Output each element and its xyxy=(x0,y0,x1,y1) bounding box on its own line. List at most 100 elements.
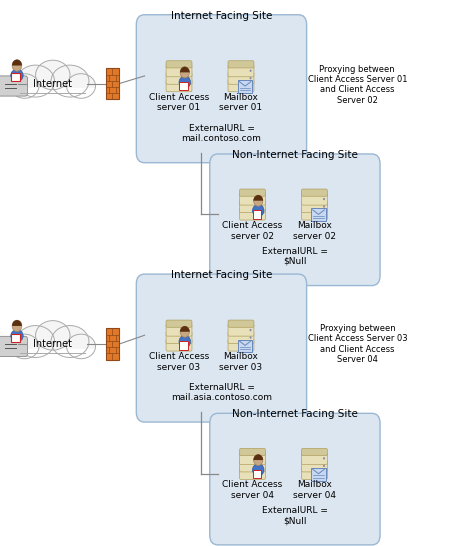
Circle shape xyxy=(261,198,263,200)
FancyBboxPatch shape xyxy=(228,331,254,343)
Ellipse shape xyxy=(51,325,89,358)
Circle shape xyxy=(12,60,22,71)
Circle shape xyxy=(323,472,325,474)
FancyBboxPatch shape xyxy=(240,200,265,212)
FancyBboxPatch shape xyxy=(228,72,254,84)
Wedge shape xyxy=(253,454,263,460)
Text: Proxying between
Client Access Server 01
and Client Access
Server 02: Proxying between Client Access Server 01… xyxy=(308,64,407,105)
FancyBboxPatch shape xyxy=(253,470,261,478)
FancyBboxPatch shape xyxy=(179,341,188,349)
Circle shape xyxy=(188,85,190,87)
Text: Internet Facing Site: Internet Facing Site xyxy=(171,11,272,21)
Circle shape xyxy=(188,329,190,331)
Circle shape xyxy=(323,205,325,207)
Text: ExternalURL =
mail.contoso.com: ExternalURL = mail.contoso.com xyxy=(181,123,262,143)
Text: ExternalURL =
$Null: ExternalURL = $Null xyxy=(262,246,328,266)
Circle shape xyxy=(323,457,325,460)
Circle shape xyxy=(250,77,252,79)
Text: Mailbox
server 01: Mailbox server 01 xyxy=(219,93,263,112)
FancyBboxPatch shape xyxy=(240,189,265,196)
FancyBboxPatch shape xyxy=(166,80,192,92)
FancyBboxPatch shape xyxy=(166,61,192,68)
FancyBboxPatch shape xyxy=(228,80,254,92)
Text: ExternalURL =
$Null: ExternalURL = $Null xyxy=(262,506,328,525)
Ellipse shape xyxy=(252,464,264,476)
Ellipse shape xyxy=(252,205,264,216)
Text: Proxying between
Client Access Server 03
and Client Access
Server 04: Proxying between Client Access Server 03… xyxy=(308,324,407,364)
Circle shape xyxy=(254,455,263,466)
FancyBboxPatch shape xyxy=(311,209,326,222)
Ellipse shape xyxy=(67,74,95,98)
Circle shape xyxy=(261,213,263,215)
FancyBboxPatch shape xyxy=(0,76,28,96)
Text: Internet: Internet xyxy=(34,339,72,349)
FancyBboxPatch shape xyxy=(302,200,327,212)
FancyBboxPatch shape xyxy=(166,72,192,84)
Ellipse shape xyxy=(36,321,70,350)
Ellipse shape xyxy=(10,334,39,359)
Text: Non-Internet Facing Site: Non-Internet Facing Site xyxy=(232,410,358,419)
Ellipse shape xyxy=(67,334,95,359)
FancyBboxPatch shape xyxy=(166,331,192,343)
FancyBboxPatch shape xyxy=(179,82,188,90)
Ellipse shape xyxy=(179,76,190,88)
Bar xyxy=(8,349,98,366)
Circle shape xyxy=(261,472,263,474)
FancyBboxPatch shape xyxy=(210,154,380,286)
Wedge shape xyxy=(180,67,190,73)
FancyBboxPatch shape xyxy=(0,336,28,357)
FancyBboxPatch shape xyxy=(166,324,192,336)
FancyBboxPatch shape xyxy=(166,64,192,77)
Circle shape xyxy=(323,198,325,200)
Text: Mailbox
server 03: Mailbox server 03 xyxy=(219,352,263,372)
Circle shape xyxy=(250,344,252,346)
FancyBboxPatch shape xyxy=(240,467,265,479)
FancyBboxPatch shape xyxy=(228,339,254,351)
Wedge shape xyxy=(253,195,263,201)
Text: Client Access
server 01: Client Access server 01 xyxy=(149,93,209,112)
FancyBboxPatch shape xyxy=(302,448,327,455)
Circle shape xyxy=(188,77,190,79)
Text: Mailbox
server 02: Mailbox server 02 xyxy=(293,221,336,241)
Ellipse shape xyxy=(17,325,55,358)
Circle shape xyxy=(188,69,190,72)
Text: ExternalURL =
mail.asia.contoso.com: ExternalURL = mail.asia.contoso.com xyxy=(171,383,272,402)
Circle shape xyxy=(180,67,190,78)
FancyBboxPatch shape xyxy=(238,340,252,353)
Text: Non-Internet Facing Site: Non-Internet Facing Site xyxy=(232,150,358,160)
Wedge shape xyxy=(12,320,22,326)
Wedge shape xyxy=(12,60,22,66)
Circle shape xyxy=(250,336,252,339)
FancyBboxPatch shape xyxy=(136,274,307,422)
FancyBboxPatch shape xyxy=(136,15,307,163)
Circle shape xyxy=(188,344,190,346)
Circle shape xyxy=(188,336,190,339)
FancyBboxPatch shape xyxy=(302,452,327,465)
FancyBboxPatch shape xyxy=(302,189,327,196)
FancyBboxPatch shape xyxy=(228,324,254,336)
Text: Client Access
server 04: Client Access server 04 xyxy=(222,480,283,500)
FancyBboxPatch shape xyxy=(302,467,327,479)
FancyBboxPatch shape xyxy=(166,320,192,327)
FancyBboxPatch shape xyxy=(302,193,327,205)
Circle shape xyxy=(261,457,263,460)
Circle shape xyxy=(323,213,325,215)
Circle shape xyxy=(180,327,190,337)
Circle shape xyxy=(250,329,252,331)
Circle shape xyxy=(261,465,263,467)
Text: Internet Facing Site: Internet Facing Site xyxy=(171,270,272,280)
Circle shape xyxy=(254,195,263,206)
FancyBboxPatch shape xyxy=(311,468,326,481)
Ellipse shape xyxy=(18,82,87,99)
Wedge shape xyxy=(180,326,190,332)
Ellipse shape xyxy=(179,336,190,347)
FancyBboxPatch shape xyxy=(106,329,119,360)
Circle shape xyxy=(250,85,252,87)
FancyBboxPatch shape xyxy=(228,61,254,68)
Text: Client Access
server 03: Client Access server 03 xyxy=(149,352,209,372)
Circle shape xyxy=(261,205,263,207)
Ellipse shape xyxy=(51,65,89,97)
Circle shape xyxy=(323,465,325,467)
FancyBboxPatch shape xyxy=(240,193,265,205)
FancyBboxPatch shape xyxy=(166,339,192,351)
